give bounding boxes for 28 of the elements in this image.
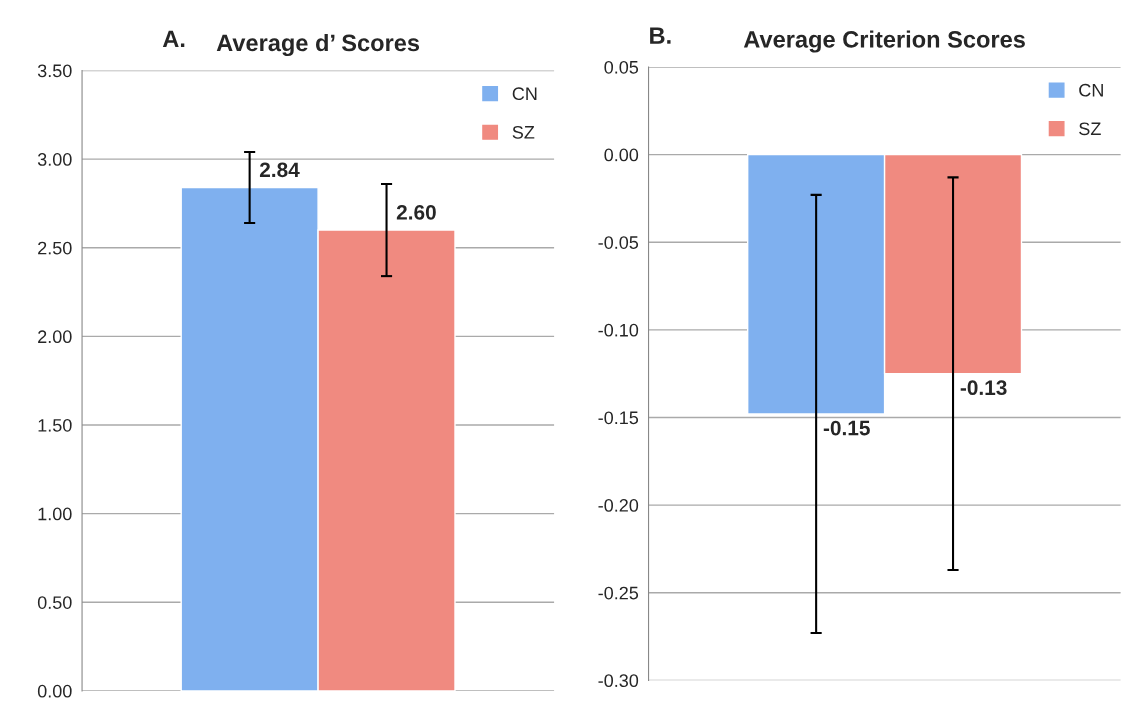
y-tick-label: 1.00	[38, 507, 72, 521]
legend-label: CN	[1079, 83, 1103, 97]
data-label: -0.15	[823, 420, 870, 436]
y-tick-label: 2.50	[38, 241, 72, 255]
legend-label: SZ	[512, 125, 535, 139]
y-tick-label: -0.25	[598, 586, 639, 600]
y-tick-label: 3.50	[37, 64, 72, 78]
y-tick-label: 0.00	[604, 148, 639, 162]
y-tick-label: 1.50	[38, 418, 72, 432]
y-tick-label: -0.15	[598, 411, 639, 425]
y-tick-label: 2.00	[38, 330, 72, 344]
y-tick-label: -0.20	[598, 499, 639, 512]
text: A.	[162, 30, 185, 47]
data-label: 2.60	[396, 204, 436, 220]
y-tick-label: -0.10	[598, 323, 639, 337]
y-tick-label: 0.50	[37, 596, 72, 609]
y-tick-label: -0.05	[598, 236, 639, 249]
legend-label: SZ	[1079, 122, 1101, 136]
y-tick-label: 3.00	[37, 153, 72, 166]
y-tick-label: 0.00	[37, 684, 72, 698]
y-tick-label: 0.05	[604, 60, 639, 74]
text: B.	[650, 27, 671, 44]
data-label: -0.13	[960, 380, 1007, 396]
chart-title: Average Criterion Scores	[743, 30, 1025, 53]
y-tick-label: -0.30	[598, 674, 639, 688]
legend-label: CN	[512, 87, 537, 101]
data-label: 2.84	[259, 162, 300, 178]
chart-title: Average d’ Scores	[216, 33, 420, 57]
